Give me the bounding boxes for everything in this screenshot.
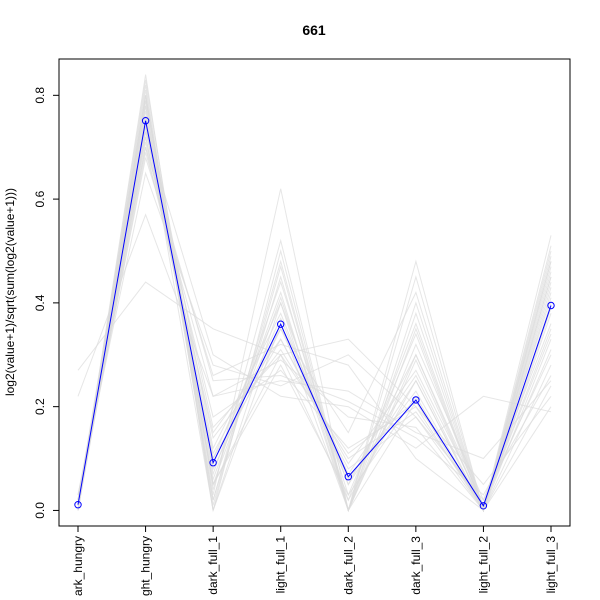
plot-frame [58,58,571,527]
highlight-series-group [74,117,555,510]
background-series-line [77,121,552,513]
background-series-line [77,121,552,507]
background-series-line [77,116,552,512]
background-series-line [77,136,552,507]
background-series-line [77,141,552,512]
highlight-point [277,320,285,328]
chart-title: 661 [302,22,326,38]
background-series-line [77,171,552,512]
background-series-line [77,100,552,513]
highlight-point [141,117,150,125]
x-tick-label: light_full_1 [274,536,288,594]
background-series-line [77,105,552,513]
background-series-line [77,147,552,506]
background-series-line [77,213,552,460]
x-tick-label: ght_hungry [139,536,153,596]
y-tick-label: 0.4 [33,294,47,311]
x-tick-label: light_full_3 [544,536,558,594]
x-tick-label: dark_full_1 [206,536,220,595]
background-series-line [77,281,552,486]
background-series-line [77,116,552,512]
highlight-point [479,502,488,510]
y-tick-label: 0.0 [33,502,47,519]
background-series-line [77,136,552,511]
background-series-line [77,84,552,513]
background-series-line [77,90,552,513]
x-tick-label: ark_hungry [71,536,85,596]
highlight-point [412,396,420,404]
x-tick-label: light_full_2 [476,536,490,594]
highlight-series-line [77,120,552,507]
y-axis-label: log2(value+1)/sqrt(sum(log2(value+1))) [3,188,17,396]
background-series-line [77,79,552,513]
highlight-point [209,459,217,467]
y-axis: 0.0 0.2 0.4 0.6 0.8 [33,87,59,519]
y-tick-label: 0.6 [33,190,47,207]
background-series-line [77,105,552,512]
x-tick-label: dark_full_3 [409,536,423,595]
highlight-point [74,501,82,509]
highlight-point [547,301,555,310]
background-series-line [77,131,552,501]
background-series-line [77,131,552,507]
x-axis: ark_hungry ght_hungry dark_full_1 light_ful… [71,526,558,596]
y-tick-label: 0.8 [33,87,47,104]
x-tick-label: dark_full_2 [341,536,355,595]
background-series-line [77,147,552,502]
y-tick-label: 0.2 [33,398,47,415]
background-series-line [77,110,552,512]
highlight-point [344,473,352,481]
